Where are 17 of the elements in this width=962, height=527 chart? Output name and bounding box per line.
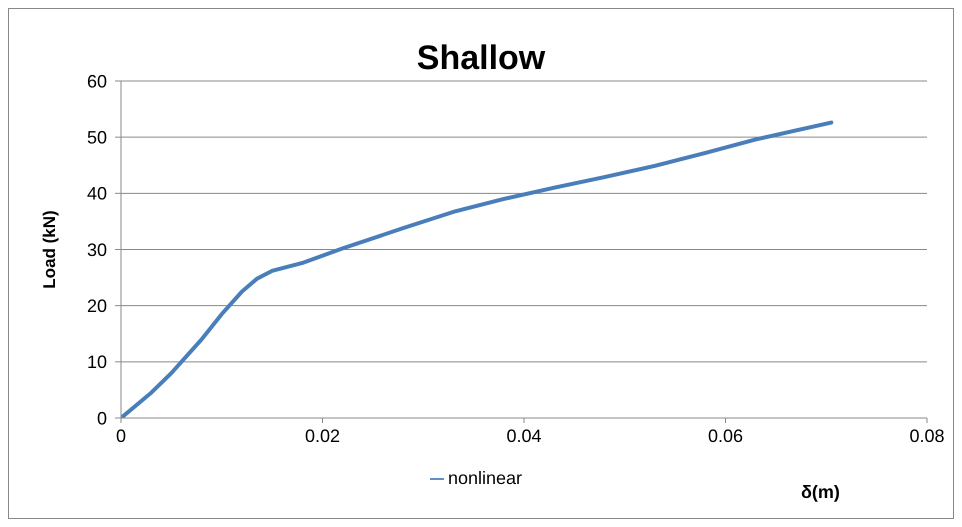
y-tick-label: 50 xyxy=(86,128,107,148)
x-axis-title: δ(m) xyxy=(801,482,840,503)
legend-label: nonlinear xyxy=(448,468,522,488)
y-tick-label: 10 xyxy=(86,352,107,372)
y-tick-label: 0 xyxy=(96,408,107,428)
x-tick-label: 0.08 xyxy=(909,426,945,446)
y-tick-label: 20 xyxy=(86,296,107,316)
y-tick-label: 40 xyxy=(86,184,107,204)
y-tick-label: 60 xyxy=(86,71,107,92)
x-tick-label: 0.06 xyxy=(708,426,744,446)
x-tick-label: 0 xyxy=(116,426,126,446)
y-tick-label: 30 xyxy=(86,240,107,260)
chart-title: Shallow xyxy=(416,39,546,77)
y-axis-title: Load (kN) xyxy=(40,210,60,289)
line-series xyxy=(121,120,834,418)
x-tick-label: 0.04 xyxy=(506,426,542,446)
x-tick-label: 0.02 xyxy=(304,426,340,446)
